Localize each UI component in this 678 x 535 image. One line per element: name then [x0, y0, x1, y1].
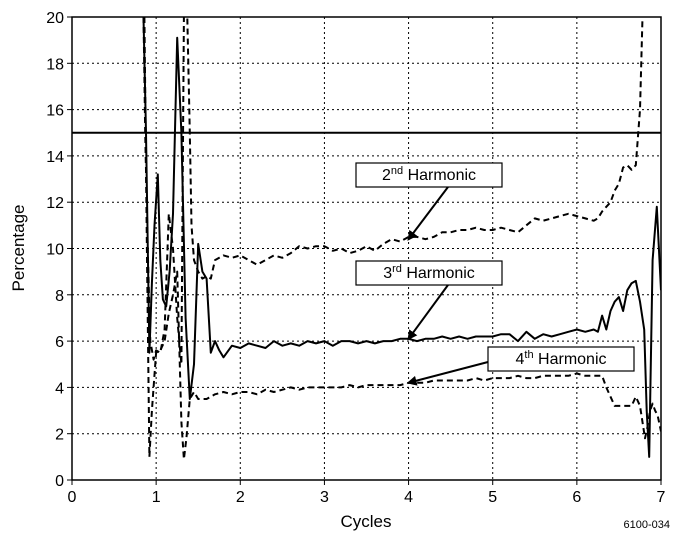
annotation-suffix: rd — [392, 263, 402, 275]
x-tick-label: 2 — [236, 489, 245, 506]
y-tick-label: 2 — [55, 427, 64, 444]
figure-id: 6100-034 — [624, 519, 671, 531]
x-axis-title: Cycles — [340, 512, 391, 531]
x-tick-label: 1 — [152, 489, 161, 506]
y-axis-title: Percentage — [9, 205, 28, 292]
annotation-text: Harmonic — [534, 351, 607, 368]
y-tick-label: 10 — [46, 242, 64, 259]
annotation-suffix: th — [524, 349, 533, 361]
series-line-1 — [144, 17, 643, 364]
x-tick-label: 0 — [68, 489, 77, 506]
annotations: 2nd Harmonic 3rd Harmonic 4th Harmonic — [356, 163, 634, 383]
y-tick-label: 20 — [46, 10, 64, 27]
x-tick-label: 5 — [488, 489, 497, 506]
y-tick-label: 6 — [55, 334, 64, 351]
annotation-text: Harmonic — [403, 167, 476, 184]
y-tick-label: 12 — [46, 195, 64, 212]
y-tick-label: 16 — [46, 103, 64, 120]
x-tick-label: 3 — [320, 489, 329, 506]
y-tick-label: 4 — [55, 380, 64, 397]
series-line-2 — [144, 17, 662, 457]
annotation-number: 2 — [382, 167, 391, 184]
annotation-suffix: nd — [391, 165, 403, 177]
y-tick-label: 14 — [46, 149, 64, 166]
annotation-text: Harmonic — [402, 265, 475, 282]
x-tick-label: 7 — [657, 489, 666, 506]
y-tick-label: 8 — [55, 288, 64, 305]
y-tick-label: 18 — [46, 56, 64, 73]
x-tick-label: 4 — [404, 489, 413, 506]
series-line-3 — [144, 17, 661, 459]
annotation-arrow — [409, 285, 448, 339]
annotation-number: 4 — [516, 351, 525, 368]
annotation-number: 3 — [383, 265, 392, 282]
x-tick-label: 6 — [572, 489, 581, 506]
y-tick-label: 0 — [55, 473, 64, 490]
series-group — [144, 17, 662, 459]
